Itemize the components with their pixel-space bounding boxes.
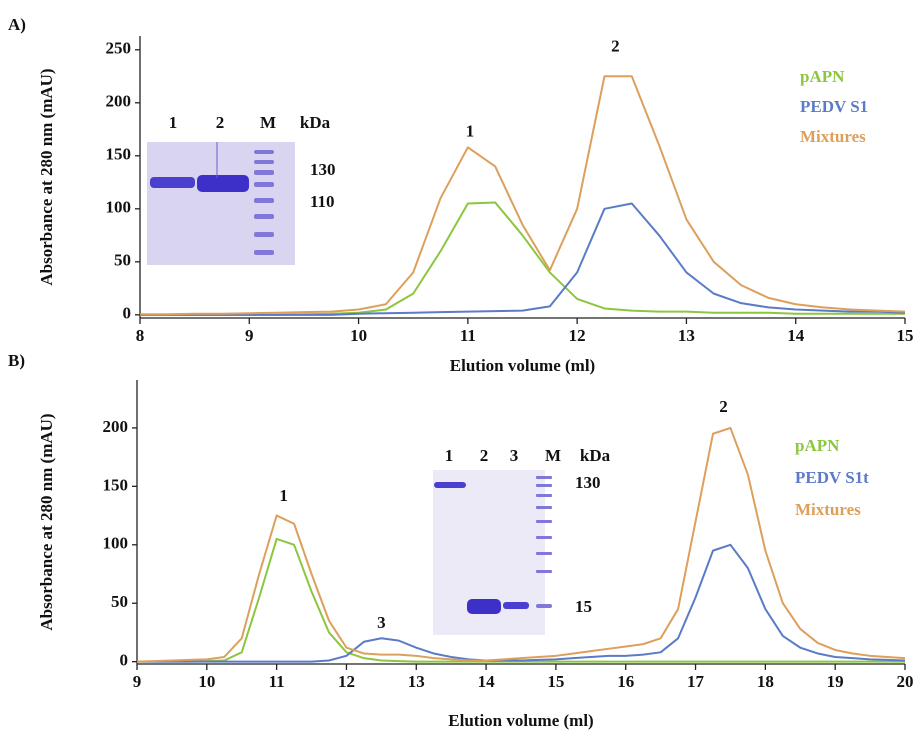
gel-lane-label: M xyxy=(260,113,276,132)
x-tick-label: 15 xyxy=(547,672,564,691)
panel-label: A) xyxy=(8,15,26,34)
legend-label: pAPN xyxy=(795,436,840,455)
x-tick-label: 12 xyxy=(338,672,355,691)
y-tick-label: 100 xyxy=(103,534,129,553)
x-tick-label: 13 xyxy=(408,672,425,691)
gel-lane-label: 2 xyxy=(216,113,225,132)
panel-label: B) xyxy=(8,351,25,370)
legend-label: Mixtures xyxy=(800,127,866,146)
x-tick-label: 9 xyxy=(245,326,254,345)
gel-image xyxy=(433,470,552,635)
gel-unit: kDa xyxy=(300,113,331,132)
gel-marker-label: 15 xyxy=(575,597,592,616)
gel-marker-label: 130 xyxy=(310,160,336,179)
x-tick-label: 8 xyxy=(136,326,145,345)
gel-lane-label: 1 xyxy=(445,446,454,465)
figure: A)05010015020025089101112131415Elution v… xyxy=(0,0,921,739)
peak-label: 2 xyxy=(719,397,728,416)
x-tick-label: 15 xyxy=(897,326,914,345)
y-tick-label: 200 xyxy=(106,92,132,111)
y-tick-label: 50 xyxy=(114,251,131,270)
gel-marker-label: 110 xyxy=(310,192,335,211)
peak-label: 1 xyxy=(466,121,475,140)
x-tick-label: 9 xyxy=(133,672,142,691)
x-tick-label: 18 xyxy=(757,672,774,691)
gel-lane-label: 1 xyxy=(169,113,178,132)
y-tick-label: 0 xyxy=(123,304,132,323)
y-axis-title: Absorbance at 280 nm (mAU) xyxy=(37,413,56,630)
x-tick-label: 11 xyxy=(269,672,285,691)
x-tick-label: 12 xyxy=(569,326,586,345)
x-axis-title: Elution volume (ml) xyxy=(448,711,593,730)
x-tick-label: 11 xyxy=(460,326,476,345)
x-axis-title: Elution volume (ml) xyxy=(450,356,595,375)
peak-label: 1 xyxy=(279,486,288,505)
peak-label: 2 xyxy=(611,37,620,56)
y-tick-label: 0 xyxy=(120,651,129,670)
x-tick-label: 17 xyxy=(687,672,705,691)
legend-label: PEDV S1 xyxy=(800,97,868,116)
y-tick-label: 250 xyxy=(106,39,132,58)
x-tick-label: 20 xyxy=(897,672,914,691)
y-tick-label: 50 xyxy=(111,592,128,611)
gel-lane-label: 2 xyxy=(480,446,489,465)
x-tick-label: 10 xyxy=(198,672,215,691)
legend-label: Mixtures xyxy=(795,500,861,519)
x-tick-label: 19 xyxy=(827,672,844,691)
y-tick-label: 200 xyxy=(103,417,129,436)
gel-image xyxy=(147,142,295,265)
x-tick-label: 13 xyxy=(678,326,695,345)
y-tick-label: 100 xyxy=(106,198,132,217)
y-axis-title: Absorbance at 280 nm (mAU) xyxy=(37,68,56,285)
x-tick-label: 14 xyxy=(787,326,805,345)
gel-marker-label: 130 xyxy=(575,473,601,492)
gel-unit: kDa xyxy=(580,446,611,465)
x-tick-label: 14 xyxy=(478,672,496,691)
peak-label: 3 xyxy=(377,613,386,632)
x-tick-label: 10 xyxy=(350,326,367,345)
y-tick-label: 150 xyxy=(103,475,129,494)
y-tick-label: 150 xyxy=(106,145,132,164)
legend-label: PEDV S1t xyxy=(795,468,869,487)
gel-lane-label: M xyxy=(545,446,561,465)
legend-label: pAPN xyxy=(800,67,845,86)
gel-lane-label: 3 xyxy=(510,446,519,465)
x-tick-label: 16 xyxy=(617,672,634,691)
